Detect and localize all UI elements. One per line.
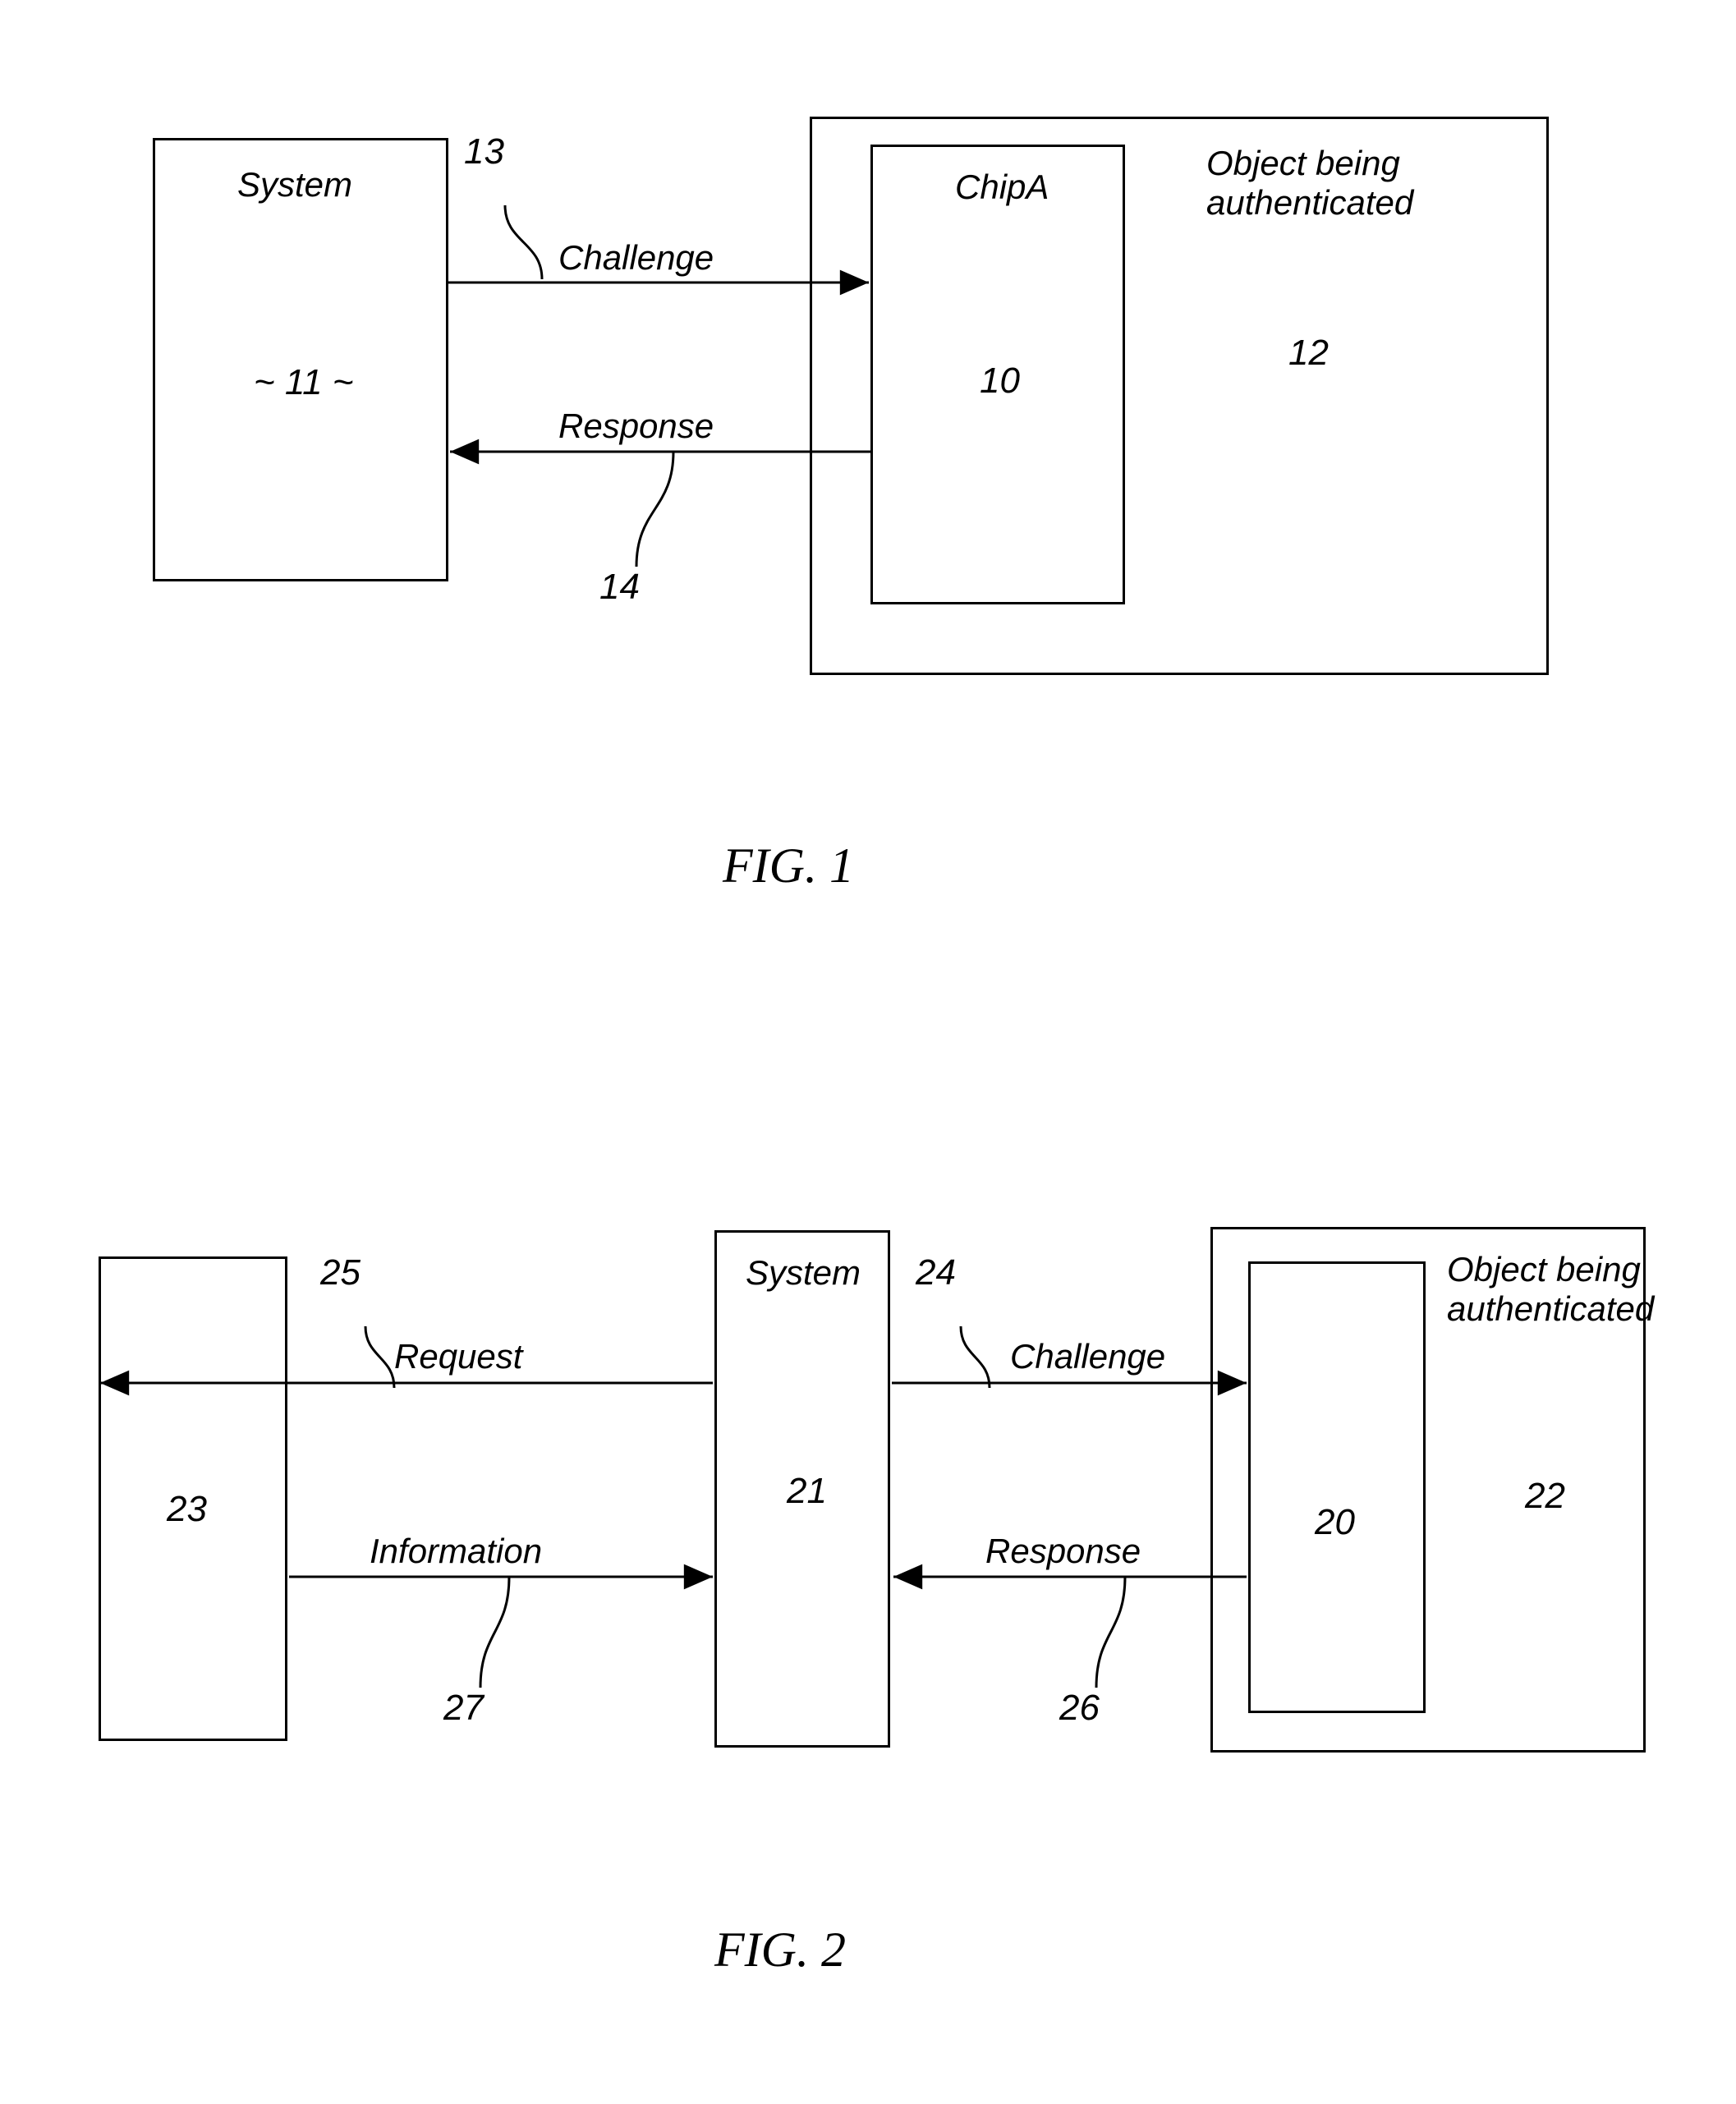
fig1-object-ref: 12 [1288,333,1329,374]
fig1-system-box: System ~ 11 ~ [153,138,448,581]
fig2-chip-box: 20 [1248,1261,1426,1713]
fig2-challenge-ref: 24 [916,1252,956,1293]
fig1-system-label: System [237,165,352,204]
fig2-system-ref: 21 [787,1471,827,1512]
fig1-chip-box: ChipA 10 [870,145,1125,604]
fig2-trusted-box: 23 [99,1256,287,1741]
fig2-caption: FIG. 2 [714,1922,846,1978]
fig2-request-label: Request [394,1337,522,1376]
fig1-challenge-ref: 13 [464,131,504,172]
fig2-information-label: Information [370,1532,542,1571]
fig2-response-label: Response [985,1532,1141,1571]
fig1-chip-ref: 10 [980,361,1020,402]
fig1-system-ref: ~ 11 ~ [254,362,354,403]
fig1-caption: FIG. 1 [723,838,854,894]
fig2-system-box: System 21 [714,1230,890,1748]
fig1-response-ref: 14 [599,567,640,608]
fig1-object-label: Object beingauthenticated [1206,144,1413,223]
fig2-request-ref: 25 [320,1252,361,1293]
fig2-response-ref: 26 [1059,1688,1100,1729]
fig2-trusted-ref: 23 [167,1489,207,1530]
fig1-challenge-label: Challenge [558,238,714,278]
fig1-response-label: Response [558,407,714,446]
fig2-information-ref: 27 [443,1688,484,1729]
fig2-chip-ref: 20 [1315,1502,1355,1543]
fig2-system-label: System [746,1253,861,1293]
fig2-object-ref: 22 [1525,1476,1565,1517]
fig2-object-label: Object beingauthenticated [1447,1250,1654,1329]
fig1-chip-label: ChipA [955,168,1049,207]
fig2-challenge-label: Challenge [1010,1337,1165,1376]
